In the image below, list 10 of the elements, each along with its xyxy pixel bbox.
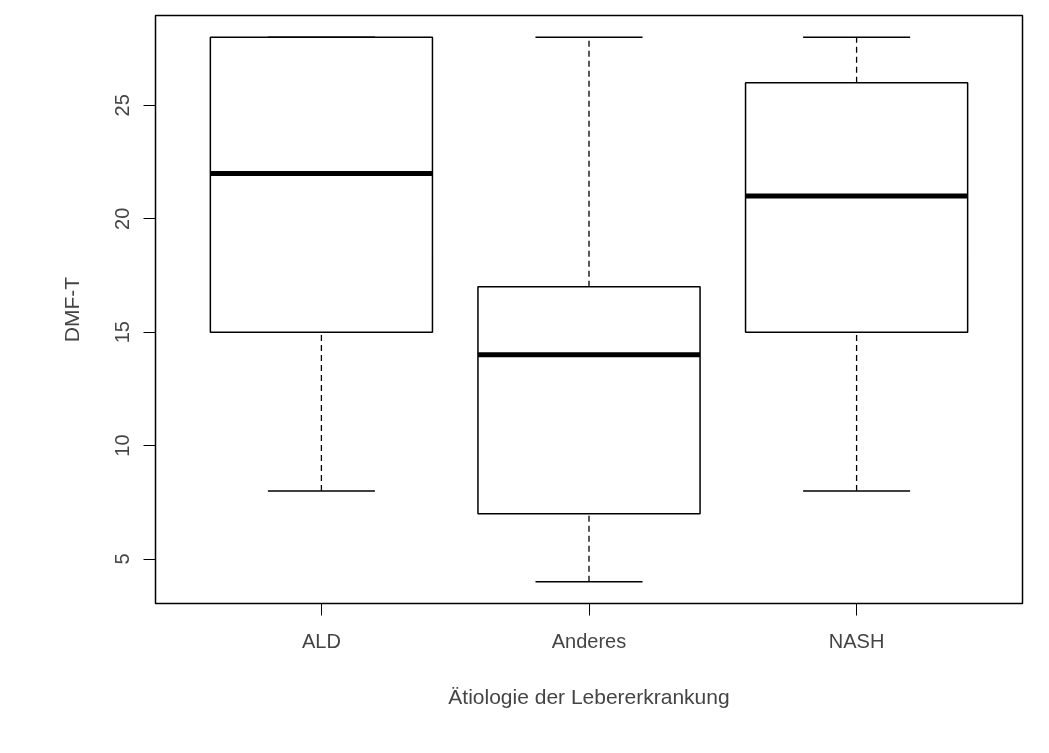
y-tick-label: 5: [111, 553, 134, 565]
x-tick-label: ALD: [301, 629, 341, 652]
y-tick-label: 10: [111, 434, 134, 457]
y-tick-label: 20: [111, 207, 134, 230]
y-axis-title: DMF-T: [59, 276, 83, 343]
x-tick-label: Anderes: [551, 629, 627, 652]
x-tick-label: NASH: [828, 629, 885, 652]
y-tick-label: 25: [111, 94, 134, 117]
x-axis-title: Ätiologie der Lebererkrankung: [448, 684, 730, 708]
y-tick-label: 15: [111, 321, 134, 344]
